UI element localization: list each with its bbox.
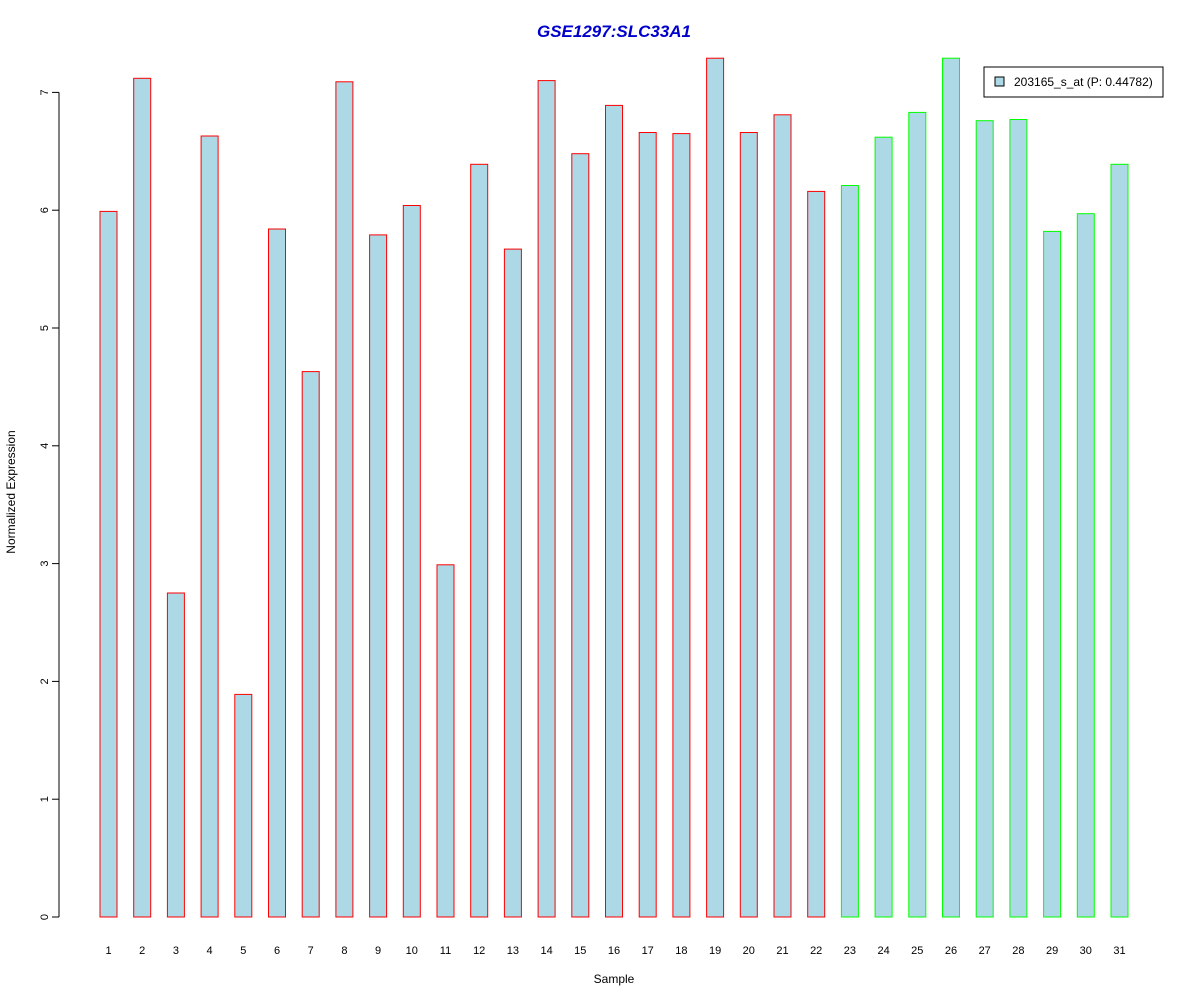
- bar-sample-15: [571, 153, 590, 918]
- x-tick-label: 16: [608, 945, 620, 957]
- x-tick-label: 2: [139, 945, 145, 957]
- bar-sample-3: [166, 592, 185, 918]
- y-tick-label: 4: [39, 443, 51, 449]
- bar-sample-9: [369, 234, 388, 918]
- x-tick-label: 31: [1113, 945, 1125, 957]
- chart-title: GSE1297:SLC33A1: [537, 22, 691, 41]
- bar-sample-10: [402, 205, 421, 918]
- bar-sample-19: [706, 57, 725, 918]
- bar-sample-17: [638, 132, 657, 918]
- legend-label: 203165_s_at (P: 0.44782): [1014, 75, 1153, 89]
- bar-sample-28: [1009, 119, 1028, 918]
- x-tick-label: 22: [810, 945, 822, 957]
- x-tick-label: 28: [1012, 945, 1024, 957]
- bar-sample-25: [908, 111, 927, 918]
- x-tick-label: 20: [743, 945, 755, 957]
- bar-sample-24: [874, 136, 893, 918]
- x-tick-label: 19: [709, 945, 721, 957]
- bar-sample-13: [503, 248, 522, 918]
- bar-sample-27: [975, 120, 994, 918]
- bar-sample-7: [301, 371, 320, 918]
- legend-swatch: [994, 76, 1005, 87]
- x-tick-label: 29: [1046, 945, 1058, 957]
- x-tick-label: 3: [173, 945, 179, 957]
- bar-sample-4: [200, 135, 219, 918]
- legend-box: [983, 66, 1164, 98]
- x-tick-label: 1: [105, 945, 111, 957]
- bar-sample-20: [739, 132, 758, 918]
- x-tick-label: 27: [979, 945, 991, 957]
- bar-sample-29: [1043, 230, 1062, 918]
- x-tick-label: 25: [911, 945, 923, 957]
- y-tick-label: 7: [39, 89, 51, 95]
- bar-sample-14: [537, 80, 556, 918]
- bar-sample-12: [470, 163, 489, 918]
- y-tick-label: 3: [39, 561, 51, 567]
- x-tick-label: 18: [675, 945, 687, 957]
- x-tick-label: 14: [540, 945, 552, 957]
- x-tick-label: 6: [274, 945, 280, 957]
- x-tick-label: 26: [945, 945, 957, 957]
- x-tick-label: 12: [473, 945, 485, 957]
- bar-sample-31: [1110, 163, 1129, 918]
- y-axis: 0 1 2 3 4 5 6 7: [39, 89, 60, 920]
- x-tick-label: 23: [844, 945, 856, 957]
- bar-sample-5: [234, 693, 253, 918]
- x-tick-label: 24: [877, 945, 889, 957]
- x-tick-label: 8: [341, 945, 347, 957]
- x-tick-label: 15: [574, 945, 586, 957]
- y-tick-label: 1: [39, 796, 51, 802]
- x-tick-label: 5: [240, 945, 246, 957]
- bar-sample-2: [133, 77, 152, 918]
- bar-sample-18: [672, 133, 691, 918]
- legend: 203165_s_at (P: 0.44782): [983, 66, 1164, 98]
- y-tick-label: 0: [39, 914, 51, 920]
- x-tick-label: 17: [642, 945, 654, 957]
- x-axis-title: Sample: [594, 972, 635, 986]
- x-tick-labels: 1 2 3 4 5 6 7 8 9 10 11 12 13 14 15 16 17 18 19 20 21 22 23 24 2…: [105, 945, 1125, 957]
- x-tick-label: 30: [1080, 945, 1092, 957]
- x-tick-label: 11: [440, 945, 451, 957]
- bar-sample-6: [268, 228, 286, 918]
- bars: [99, 57, 1129, 918]
- x-tick-label: 13: [507, 945, 519, 957]
- x-tick-label: 7: [308, 945, 314, 957]
- y-tick-label: 2: [39, 678, 51, 684]
- x-tick-label: 21: [776, 945, 788, 957]
- bar-sample-1: [99, 210, 118, 918]
- bar-sample-11: [436, 564, 455, 918]
- bar-sample-26: [942, 57, 960, 918]
- y-tick-label: 6: [39, 207, 51, 213]
- y-tick-label: 5: [39, 325, 51, 331]
- bar-sample-8: [335, 81, 354, 918]
- bar-sample-16: [605, 104, 623, 918]
- bar-sample-30: [1076, 213, 1095, 918]
- bar-sample-21: [773, 114, 792, 918]
- bar-sample-23: [840, 185, 859, 918]
- x-tick-label: 10: [406, 945, 418, 957]
- y-axis-title: Normalized Expression: [4, 430, 18, 553]
- x-tick-label: 4: [207, 945, 213, 957]
- bar-sample-22: [807, 190, 826, 918]
- x-tick-label: 9: [375, 945, 381, 957]
